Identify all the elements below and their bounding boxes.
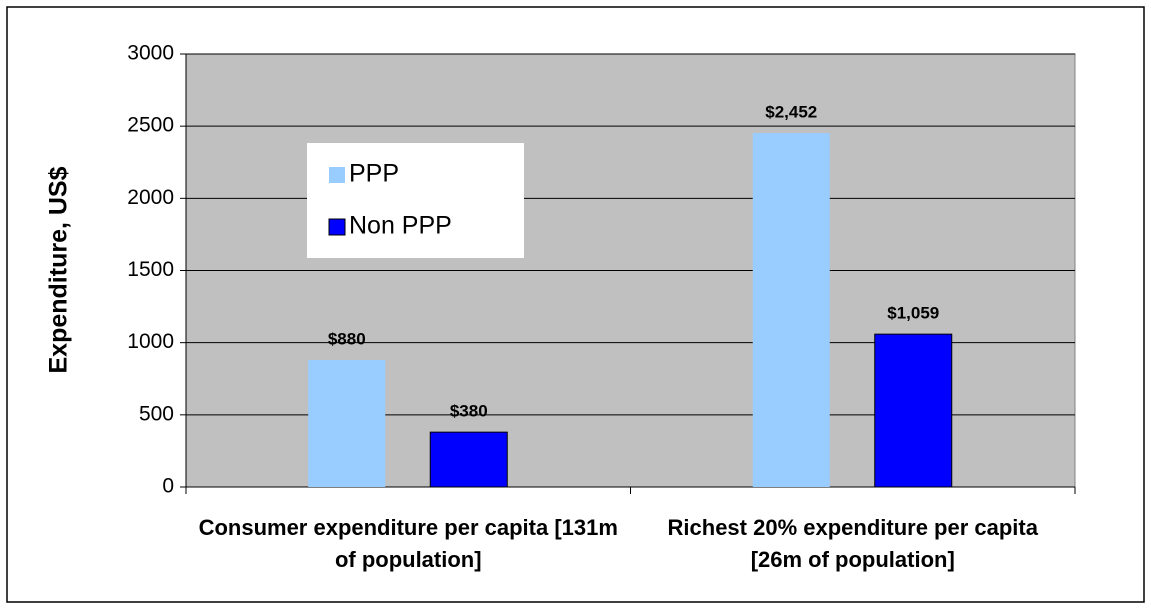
data-label: $2,452 — [765, 103, 817, 122]
data-label: $880 — [328, 329, 366, 348]
y-tick-label: 0 — [162, 475, 174, 498]
y-tick-label: 2000 — [127, 186, 174, 209]
y-axis-label: Expenditure, US$ — [45, 166, 73, 373]
data-label: $1,059 — [887, 304, 939, 323]
legend-box — [307, 143, 524, 258]
bar — [429, 431, 508, 488]
legend-label: PPP — [349, 160, 399, 188]
legend-label: Non PPP — [349, 212, 452, 240]
x-tick-label: Richest 20% expenditure per capita [26m … — [667, 515, 1038, 572]
data-label: $380 — [450, 402, 488, 421]
y-tick-label: 1500 — [127, 258, 174, 281]
legend-swatch — [328, 218, 346, 236]
y-tick-label: 500 — [139, 402, 174, 425]
x-tick-label: Consumer expenditure per capita [131m of… — [198, 515, 618, 572]
bar — [752, 133, 830, 487]
bar — [874, 333, 953, 488]
bar — [308, 359, 386, 487]
legend-swatch — [329, 167, 345, 183]
y-tick-label: 3000 — [127, 42, 174, 65]
y-tick-label: 2500 — [127, 114, 174, 137]
y-tick-label: 1000 — [127, 330, 174, 353]
